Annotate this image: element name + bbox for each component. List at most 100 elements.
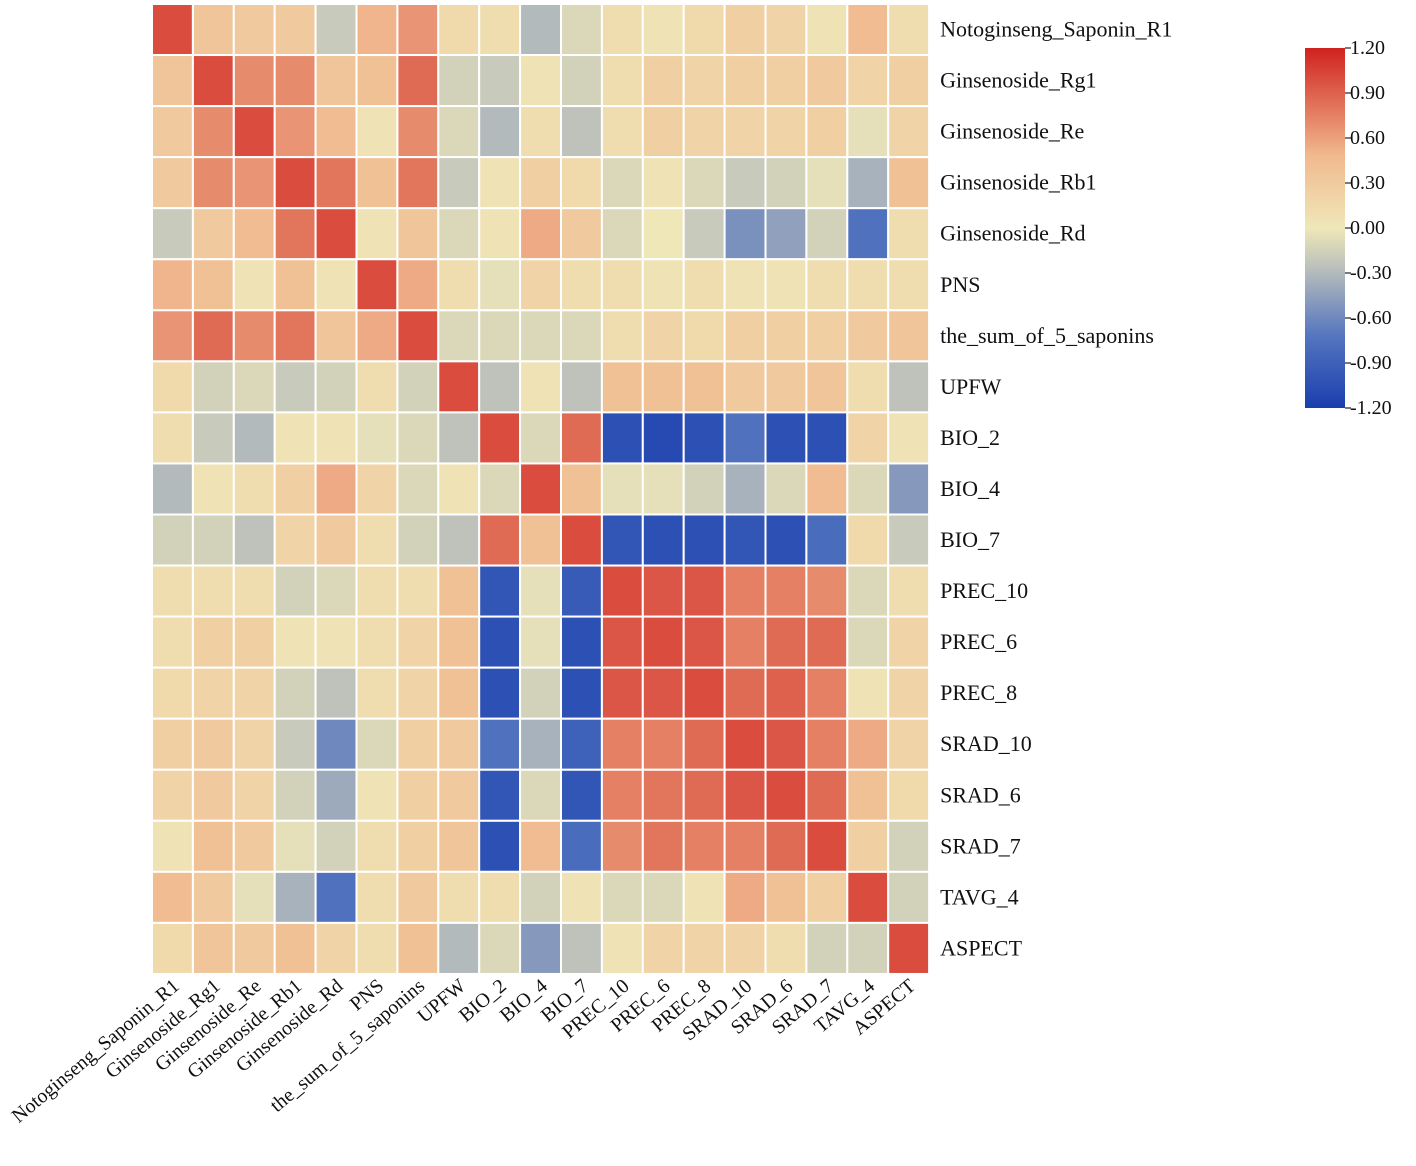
heatmap-cell bbox=[437, 921, 481, 975]
heatmap-cell bbox=[682, 411, 726, 465]
heatmap-cell bbox=[519, 309, 562, 363]
heatmap-cell bbox=[723, 54, 767, 108]
heatmap-cell bbox=[764, 870, 808, 924]
heatmap-cell bbox=[682, 360, 726, 414]
heatmap-cell bbox=[232, 3, 276, 57]
heatmap-cell bbox=[191, 411, 235, 465]
row-label: SRAD_10 bbox=[940, 731, 1032, 756]
heatmap-cell bbox=[355, 870, 399, 924]
heatmap-cell bbox=[764, 411, 808, 465]
heatmap-cell bbox=[314, 105, 358, 159]
heatmap-cell bbox=[478, 615, 522, 669]
heatmap-cell bbox=[887, 462, 931, 516]
heatmap-cell bbox=[641, 156, 685, 210]
heatmap-cell bbox=[641, 411, 685, 465]
heatmap-cell bbox=[519, 462, 562, 516]
heatmap-cell bbox=[478, 462, 522, 516]
heatmap-cell bbox=[641, 666, 685, 720]
heatmap-cell bbox=[478, 666, 522, 720]
heatmap-cell bbox=[396, 717, 440, 771]
heatmap-cell bbox=[887, 513, 931, 567]
heatmap-cell bbox=[355, 768, 399, 822]
heatmap-cell bbox=[887, 717, 931, 771]
heatmap-cell bbox=[600, 564, 644, 618]
heatmap-cell bbox=[478, 564, 522, 618]
heatmap-cell bbox=[560, 411, 603, 465]
heatmap-cell bbox=[560, 156, 603, 210]
colorbar-tick-label: -1.20 bbox=[1350, 397, 1392, 419]
heatmap-cell bbox=[314, 615, 358, 669]
heatmap-cell bbox=[396, 666, 440, 720]
heatmap-cell bbox=[151, 3, 194, 57]
heatmap-cell bbox=[519, 717, 562, 771]
heatmap-cell bbox=[805, 3, 849, 57]
heatmap-cell bbox=[519, 768, 562, 822]
heatmap-cell bbox=[723, 666, 767, 720]
heatmap-cell bbox=[151, 513, 194, 567]
heatmap-cell bbox=[764, 513, 808, 567]
heatmap-cell bbox=[519, 615, 562, 669]
heatmap-cell bbox=[519, 156, 562, 210]
heatmap-cell bbox=[887, 258, 931, 312]
heatmap-cell bbox=[396, 411, 440, 465]
heatmap-cell bbox=[846, 462, 890, 516]
heatmap-cell bbox=[437, 717, 481, 771]
heatmap-cell bbox=[600, 666, 644, 720]
heatmap-cell bbox=[191, 3, 235, 57]
heatmap-cell bbox=[355, 258, 399, 312]
heatmap-cell bbox=[805, 870, 849, 924]
heatmap-cell bbox=[519, 105, 562, 159]
heatmap-cell bbox=[396, 105, 440, 159]
heatmap-cell bbox=[600, 768, 644, 822]
heatmap-cell bbox=[151, 717, 194, 771]
heatmap-cell bbox=[478, 768, 522, 822]
heatmap-cell bbox=[846, 768, 890, 822]
row-label: SRAD_6 bbox=[940, 782, 1021, 807]
heatmap-cell bbox=[437, 309, 481, 363]
row-label: SRAD_7 bbox=[940, 833, 1021, 858]
heatmap-cell bbox=[846, 717, 890, 771]
heatmap-cell bbox=[478, 207, 522, 261]
heatmap-cell bbox=[273, 717, 317, 771]
heatmap-cell bbox=[641, 513, 685, 567]
heatmap-cell bbox=[600, 156, 644, 210]
heatmap-cell bbox=[600, 105, 644, 159]
row-label: BIO_2 bbox=[940, 425, 1000, 450]
heatmap-cell bbox=[355, 819, 399, 873]
heatmap-cell bbox=[232, 54, 276, 108]
heatmap-cell bbox=[437, 360, 481, 414]
heatmap-cell bbox=[846, 921, 890, 975]
colorbar-tick-label: -0.60 bbox=[1350, 307, 1392, 329]
heatmap-cell bbox=[723, 309, 767, 363]
heatmap-cell bbox=[805, 105, 849, 159]
heatmap-cell bbox=[887, 156, 931, 210]
heatmap-cell bbox=[723, 207, 767, 261]
heatmap-cell bbox=[600, 462, 644, 516]
heatmap-cell bbox=[191, 819, 235, 873]
colorbar-tick-label: 0.60 bbox=[1350, 127, 1385, 149]
row-label: BIO_7 bbox=[940, 527, 1000, 552]
heatmap-cell bbox=[273, 309, 317, 363]
heatmap-cell bbox=[641, 207, 685, 261]
heatmap-cell bbox=[600, 411, 644, 465]
heatmap-cell bbox=[232, 666, 276, 720]
heatmap-cell bbox=[805, 717, 849, 771]
heatmap-cell bbox=[887, 819, 931, 873]
heatmap-cell bbox=[396, 819, 440, 873]
heatmap-cell bbox=[846, 3, 890, 57]
heatmap-cell bbox=[151, 615, 194, 669]
heatmap-cell bbox=[191, 207, 235, 261]
heatmap-cell bbox=[682, 207, 726, 261]
heatmap-cell bbox=[846, 513, 890, 567]
heatmap-cell bbox=[846, 258, 890, 312]
heatmap-cell bbox=[846, 309, 890, 363]
colorbar-ticks: 1.20 0.90 0.60 0.30 0.00 -0.30 -0.60 -0.90 -1.20 bbox=[1345, 37, 1392, 419]
colorbar-tick-label: 1.20 bbox=[1350, 37, 1385, 59]
heatmap-cell bbox=[560, 360, 603, 414]
heatmap-cell bbox=[764, 768, 808, 822]
heatmap-cell bbox=[478, 411, 522, 465]
heatmap-cell bbox=[600, 717, 644, 771]
row-label: PREC_6 bbox=[940, 629, 1017, 654]
heatmap-cell bbox=[764, 309, 808, 363]
